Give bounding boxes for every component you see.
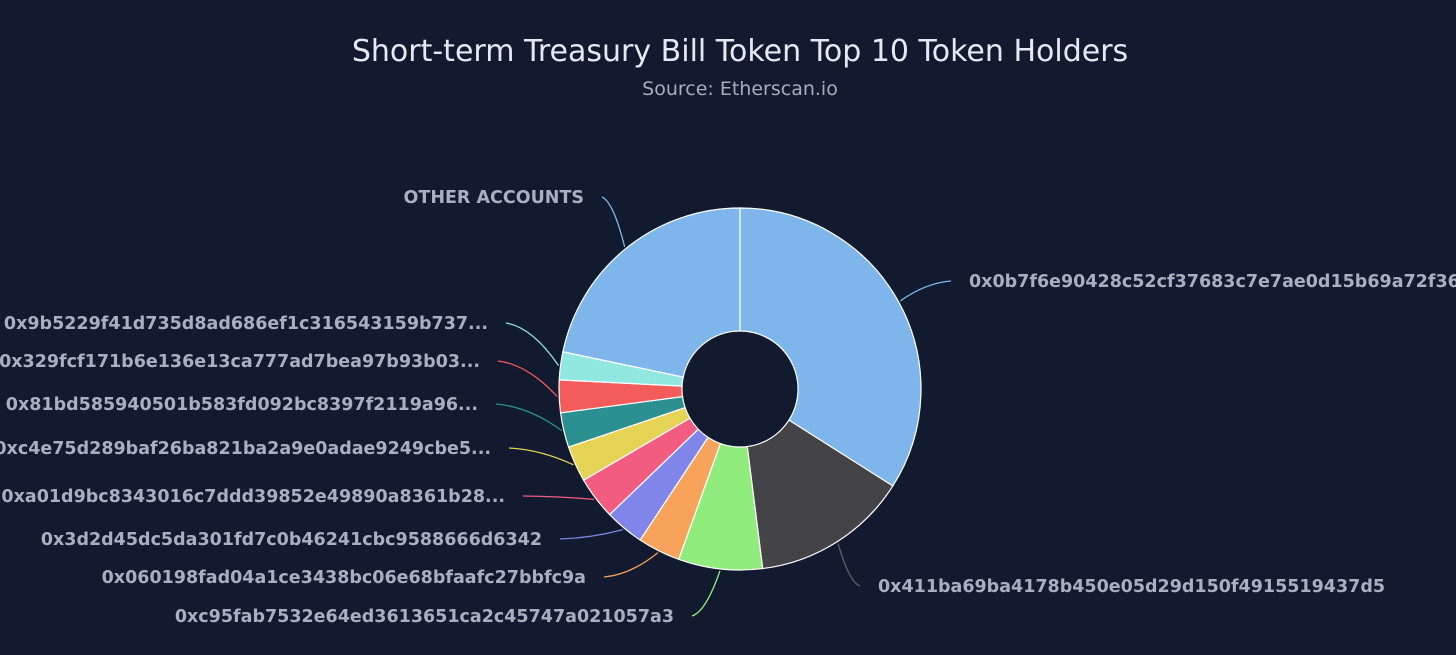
- slice-labels: 0x0b7f6e90428c52cf37683c7e7ae0d15b69a72f…: [0, 188, 1456, 627]
- label-connector: [559, 529, 624, 540]
- pie-slices: [558, 207, 922, 571]
- slice-label: 0xc4e75d289baf26ba821ba2a9e0adae9249cbe5…: [0, 439, 491, 459]
- label-connector: [497, 360, 558, 397]
- label-connector: [601, 196, 626, 248]
- label-connector: [522, 495, 595, 500]
- label-connector: [691, 570, 721, 617]
- label-connector: [508, 447, 574, 466]
- slice-label: 0x411ba69ba4178b450e05d29d150f4915519437…: [878, 577, 1385, 597]
- slice-label: 0x9b5229f41d735d8ad686ef1c316543159b737.…: [4, 314, 488, 334]
- slice-label: 0x0b7f6e90428c52cf37683c7e7ae0d15b69a72f…: [969, 272, 1456, 292]
- slice-label: 0x3d2d45dc5da301fd7c0b46241cbc9588666d63…: [41, 530, 542, 550]
- label-connector: [495, 403, 563, 432]
- slice-label: 0x81bd585940501b583fd092bc8397f2119a96..…: [6, 395, 478, 415]
- label-connector: [505, 322, 560, 366]
- slice-label: 0xa01d9bc8343016c7ddd39852e49890a8361b28…: [1, 487, 505, 507]
- chart-subtitle: Source: Etherscan.io: [642, 78, 838, 100]
- slice-label: 0xc95fab7532e64ed3613651ca2c45747a021057…: [175, 607, 674, 627]
- pie-slice[interactable]: [739, 207, 922, 487]
- slice-label: 0x329fcf171b6e136e13ca777ad7bea97b93b03.…: [0, 352, 480, 372]
- label-connectors: [495, 196, 952, 617]
- label-connector: [603, 552, 659, 578]
- chart-title: Short-term Treasury Bill Token Top 10 To…: [352, 34, 1128, 69]
- slice-label: OTHER ACCOUNTS: [404, 188, 585, 208]
- pie-slice[interactable]: [746, 419, 894, 570]
- label-connector: [899, 280, 952, 302]
- slice-label: 0x060198fad04a1ce3438bc06e68bfaafc27bbfc…: [102, 568, 586, 588]
- pie-slice[interactable]: [562, 207, 741, 378]
- label-connector: [837, 543, 861, 587]
